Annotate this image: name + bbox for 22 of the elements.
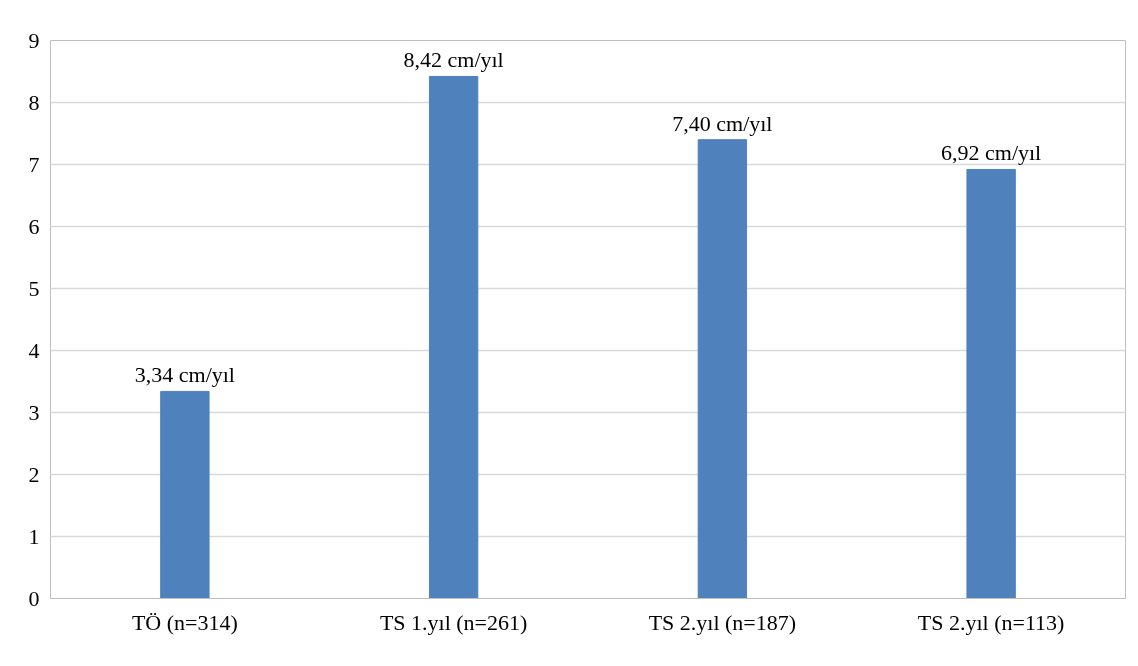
x-tick-label: TS 2.yıl (n=113) [917, 609, 1065, 635]
y-tick-label: 5 [28, 275, 40, 301]
data-label: 6,92 cm/yıl [941, 140, 1042, 166]
y-tick-label: 8 [28, 89, 40, 115]
y-tick-label: 7 [28, 151, 40, 177]
y-tick-label: 0 [28, 585, 40, 611]
y-tick-label: 2 [28, 461, 40, 487]
data-label: 7,40 cm/yıl [672, 110, 773, 136]
bar [966, 168, 1016, 599]
y-tick-label: 9 [28, 27, 40, 53]
x-tick-label: TÖ (n=314) [131, 609, 238, 635]
y-tick-label: 3 [28, 399, 40, 425]
x-tick-label: TS 1.yıl (n=261) [379, 609, 528, 635]
data-label: 3,34 cm/yıl [134, 362, 235, 388]
x-tick-label: TS 2.yıl (n=187) [648, 609, 797, 635]
y-tick-label: 4 [28, 337, 40, 363]
data-label: 8,42 cm/yıl [403, 47, 504, 73]
y-tick-label: 6 [28, 213, 40, 239]
y-tick-label: 1 [28, 523, 40, 549]
bar [160, 390, 210, 599]
bar [428, 75, 479, 599]
bar [697, 139, 748, 599]
